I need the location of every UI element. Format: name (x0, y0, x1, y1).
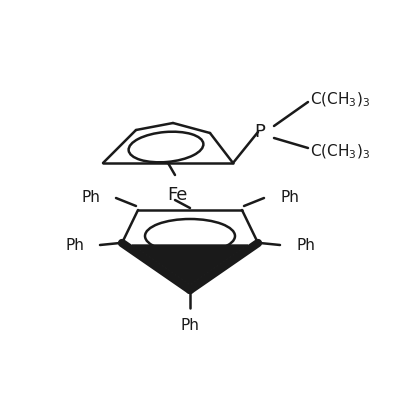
Text: Ph: Ph (180, 318, 200, 333)
Text: C(CH$_3$)$_3$: C(CH$_3$)$_3$ (310, 143, 370, 161)
Text: Ph: Ph (65, 238, 84, 252)
Polygon shape (132, 245, 248, 285)
Text: Ph: Ph (280, 190, 299, 206)
Text: Ph: Ph (81, 190, 100, 206)
Text: C(CH$_3$)$_3$: C(CH$_3$)$_3$ (310, 91, 370, 109)
Text: Fe: Fe (167, 186, 187, 204)
Text: Ph: Ph (296, 238, 315, 252)
Text: P: P (254, 123, 266, 141)
